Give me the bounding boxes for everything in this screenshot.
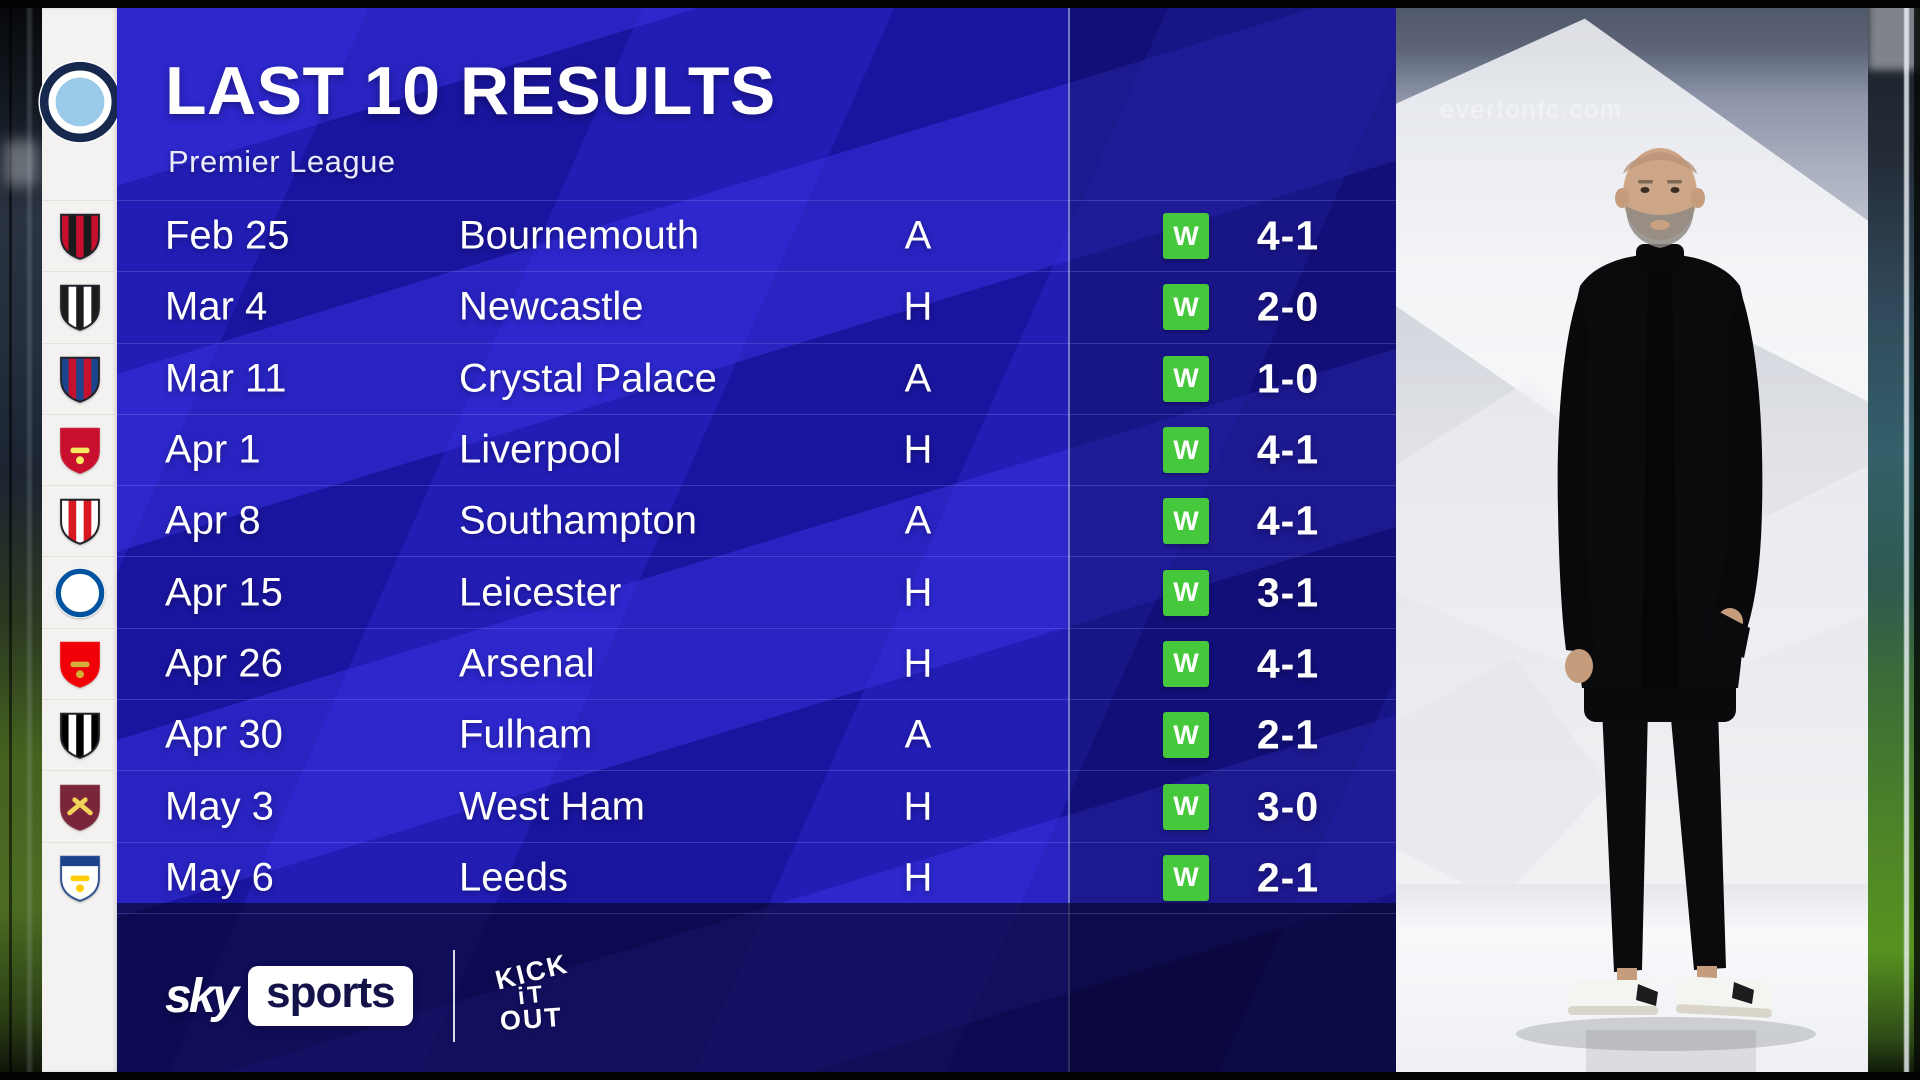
leicester-badge-icon [42,556,117,627]
right-edge-dark-line [1914,0,1920,1080]
score-column-overlay [1068,8,1396,1072]
left-edge-dark-line [9,0,12,1080]
match-score: 4-1 [1256,212,1320,259]
manager-figure [1516,148,1816,1072]
team-badge-cell [37,8,122,200]
venue-indicator: H [903,855,933,900]
frame-bottom-bar [0,1072,1920,1080]
liverpool-badge-icon [42,413,117,485]
match-score: 4-1 [1256,497,1320,544]
newcastle-badge-icon [42,271,117,342]
match-date: Apr 1 [165,427,261,472]
win-badge: W [1163,854,1209,901]
opponent-name: Crystal Palace [459,356,717,401]
opponent-name: Fulham [459,712,593,757]
win-badge: W [1163,640,1209,687]
results-panel: LAST 10 RESULTS Premier League Feb 25 Bou… [117,8,1396,1072]
left-edge-light-smudge [4,140,38,186]
venue-indicator: A [904,712,932,757]
right-edge-post-blur [1904,0,1909,1080]
venue-indicator: H [903,570,933,615]
win-badge: W [1163,213,1209,260]
match-score: 3-1 [1256,569,1320,616]
match-score: 2-1 [1256,854,1320,901]
opponent-name: Leeds [459,855,568,900]
bournemouth-badge-icon [42,200,117,271]
fulham-badge-icon [42,699,117,770]
match-score: 2-1 [1256,711,1320,758]
result-row: Mar 4 Newcastle H W 2-0 [117,271,1396,342]
venue-indicator: A [904,356,932,401]
arsenal-badge-icon [42,627,117,699]
crystal-palace-badge-icon [42,342,117,414]
opponent-name: Liverpool [459,427,622,472]
sky-sports-logo: sports [248,966,413,1026]
page-title: LAST 10 RESULTS [165,53,776,129]
result-row: Apr 1 Liverpool H W 4-1 [117,413,1396,485]
win-badge: W [1163,569,1209,616]
opponent-badge-list [42,200,117,913]
match-date: May 3 [165,784,274,829]
venue-indicator: H [903,641,933,686]
page-subtitle: Premier League [168,144,396,179]
match-date: Apr 30 [165,712,283,757]
opponent-name: West Ham [459,784,645,829]
match-date: Apr 26 [165,641,283,686]
match-score: 3-0 [1256,783,1320,830]
opponent-name: Newcastle [459,284,644,329]
match-date: Apr 8 [165,498,261,543]
club-badge-column [37,8,122,1072]
win-badge: W [1163,427,1209,474]
footer-divider [452,950,455,1042]
win-badge: W [1163,498,1209,545]
manchester-city-badge-icon [37,59,123,150]
right-video-edge [1868,0,1920,1080]
match-score: 2-0 [1256,283,1320,330]
win-badge: W [1163,355,1209,402]
result-row: Feb 25 Bournemouth A W 4-1 [117,200,1396,271]
result-row: Apr 8 Southampton A W 4-1 [117,485,1396,556]
frame-top-bar [0,0,1920,8]
left-edge-post-blur [27,0,32,1080]
leeds-badge-icon [42,841,117,913]
win-badge: W [1163,783,1209,830]
footer-logos: sky sports KICK iT OUT [165,942,579,1050]
venue-indicator: H [903,784,933,829]
result-row: Mar 11 Crystal Palace A W 1-0 [117,342,1396,414]
match-score: 4-1 [1256,640,1320,687]
win-badge: W [1163,712,1209,759]
match-date: Mar 11 [165,356,287,401]
match-date: Apr 15 [165,570,283,615]
southampton-badge-icon [42,485,117,556]
manager-photo-panel: evertonfc.com [1396,8,1868,1072]
sky-logo: sky [165,969,239,1023]
match-date: Mar 4 [165,284,268,329]
venue-indicator: H [903,427,933,472]
match-score: 4-1 [1256,426,1320,473]
kick-it-out-line3: OUT [499,1001,565,1037]
match-date: May 6 [165,855,274,900]
opponent-name: Arsenal [459,641,595,686]
win-badge: W [1163,284,1209,331]
match-date: Feb 25 [165,213,290,258]
opponent-name: Southampton [459,498,697,543]
opponent-name: Leicester [459,570,622,615]
opponent-name: Bournemouth [459,213,700,258]
results-table: Feb 25 Bournemouth A W 4-1 Mar 4 Newcastle H W 2-… [117,200,1396,914]
result-row: Apr 15 Leicester H W 3-1 [117,556,1396,627]
result-row: Apr 30 Fulham A W 2-1 [117,699,1396,770]
kick-it-out-logo-icon: KICK iT OUT [485,949,579,1043]
right-edge-light-blur [1868,0,1920,70]
result-row: Apr 26 Arsenal H W 4-1 [117,627,1396,699]
result-row: May 6 Leeds H W 2-1 [117,841,1396,914]
venue-indicator: A [904,213,932,258]
venue-indicator: H [903,284,933,329]
result-row: May 3 West Ham H W 3-0 [117,770,1396,841]
left-video-edge [0,0,42,1080]
venue-indicator: A [904,498,932,543]
west-ham-badge-icon [42,770,117,841]
match-score: 1-0 [1256,355,1320,402]
